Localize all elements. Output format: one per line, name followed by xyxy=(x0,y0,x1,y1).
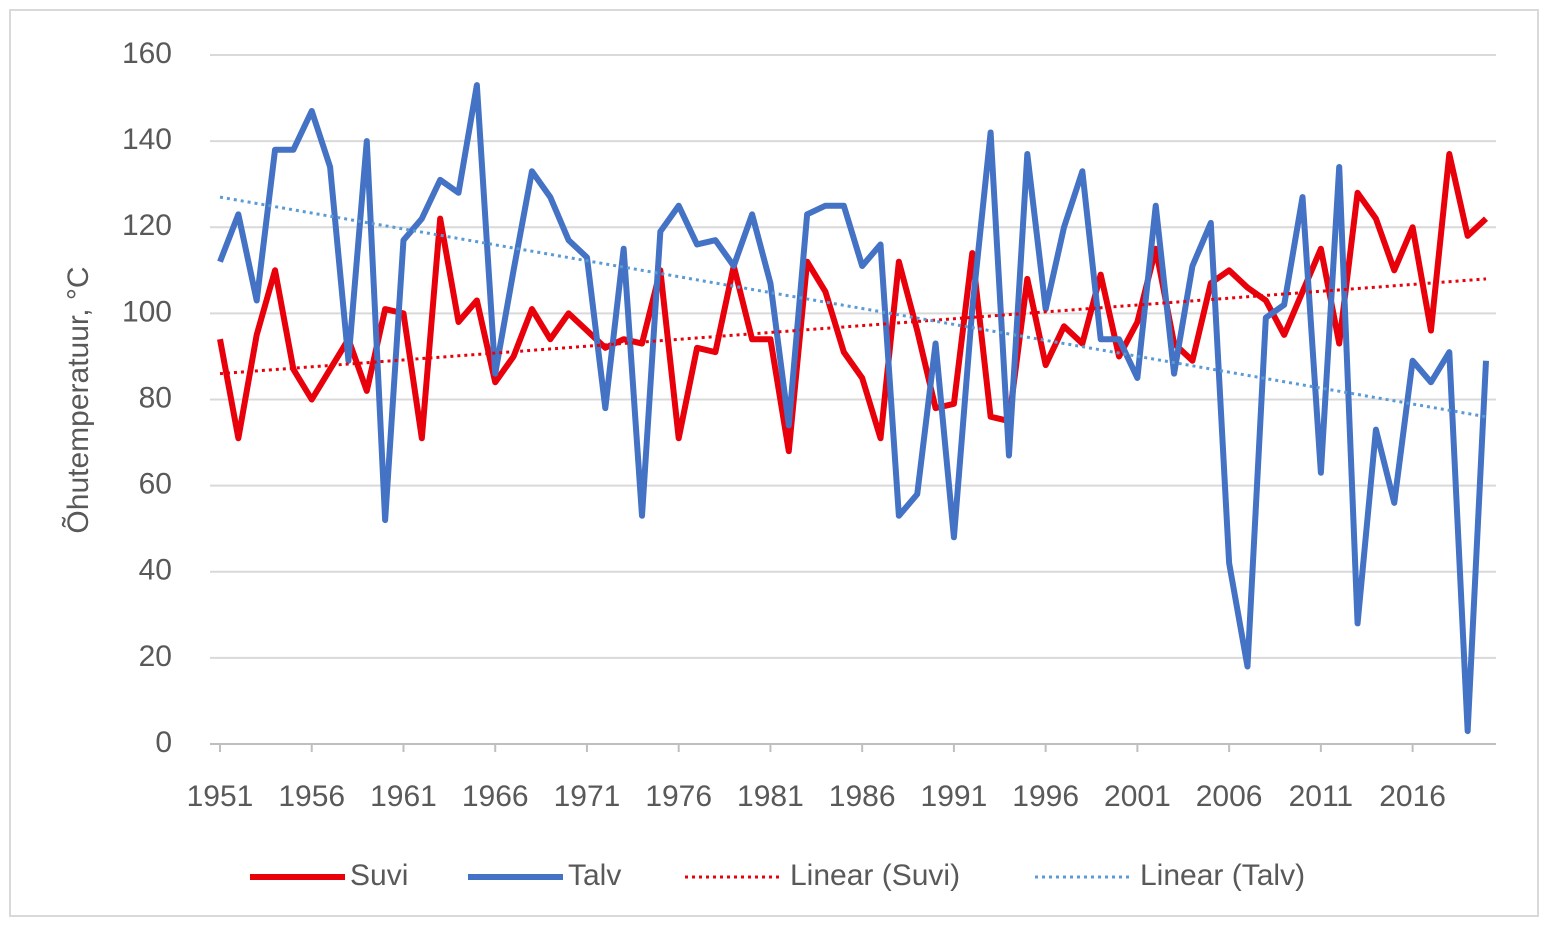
data-line xyxy=(217,151,1489,455)
x-tick-label: 1956 xyxy=(278,780,345,813)
x-tick-label: 1986 xyxy=(829,780,896,813)
x-tick-label: 2006 xyxy=(1196,780,1263,813)
y-tick-label: 0 xyxy=(155,726,172,759)
y-tick-label: 80 xyxy=(139,381,172,414)
y-tick-label: 140 xyxy=(122,123,172,156)
legend-label: Talv xyxy=(568,859,621,892)
x-tick-label: 1971 xyxy=(554,780,621,813)
x-tick-label: 1981 xyxy=(737,780,804,813)
trend-line xyxy=(219,277,1487,376)
y-axis-label: Õhutemperatuur, °C xyxy=(61,266,95,533)
y-tick-label: 160 xyxy=(122,37,172,70)
x-tick-label: 1996 xyxy=(1012,780,1079,813)
x-tick-label: 1951 xyxy=(187,780,254,813)
x-tick-label: 1961 xyxy=(370,780,437,813)
x-tick-label: 2016 xyxy=(1379,780,1446,813)
x-tick-label: 2011 xyxy=(1289,780,1354,813)
legend-label: Linear (Talv) xyxy=(1140,859,1305,892)
x-tick-label: 1991 xyxy=(921,780,988,813)
x-tick-label: 1966 xyxy=(462,780,529,813)
legend-label: Suvi xyxy=(350,859,408,892)
y-tick-label: 100 xyxy=(122,295,172,328)
y-tick-label: 20 xyxy=(139,640,172,673)
data-line xyxy=(217,82,1489,735)
chart-frame xyxy=(9,9,1539,917)
x-tick-label: 2001 xyxy=(1104,780,1171,813)
legend-label: Linear (Suvi) xyxy=(790,859,960,892)
y-tick-label: 60 xyxy=(139,468,172,501)
y-tick-label: 120 xyxy=(122,209,172,242)
y-tick-label: 40 xyxy=(139,554,172,587)
x-tick-label: 1976 xyxy=(645,780,712,813)
